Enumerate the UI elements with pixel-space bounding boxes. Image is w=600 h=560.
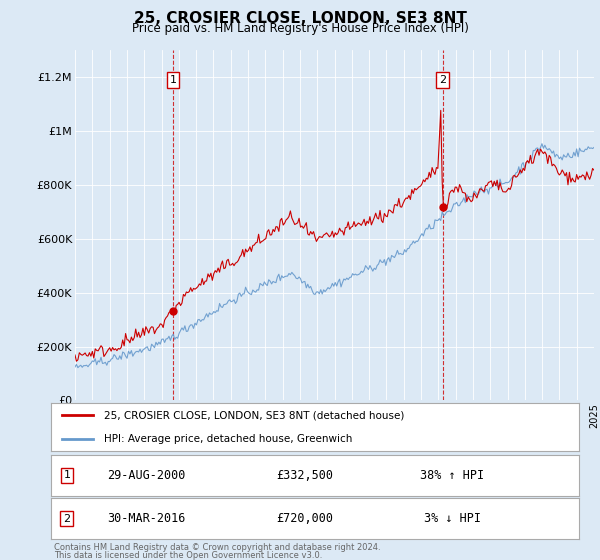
Text: HPI: Average price, detached house, Greenwich: HPI: Average price, detached house, Gree… [104, 434, 352, 444]
Text: 1: 1 [64, 470, 70, 480]
Text: 38% ↑ HPI: 38% ↑ HPI [420, 469, 484, 482]
Text: 30-MAR-2016: 30-MAR-2016 [107, 512, 185, 525]
Text: 29-AUG-2000: 29-AUG-2000 [107, 469, 185, 482]
Text: 25, CROSIER CLOSE, LONDON, SE3 8NT: 25, CROSIER CLOSE, LONDON, SE3 8NT [134, 11, 466, 26]
Text: £332,500: £332,500 [276, 469, 333, 482]
Text: 1: 1 [169, 75, 176, 85]
Text: Price paid vs. HM Land Registry's House Price Index (HPI): Price paid vs. HM Land Registry's House … [131, 22, 469, 35]
Text: 2: 2 [439, 75, 446, 85]
Text: 25, CROSIER CLOSE, LONDON, SE3 8NT (detached house): 25, CROSIER CLOSE, LONDON, SE3 8NT (deta… [104, 410, 404, 420]
Text: 2: 2 [63, 514, 70, 524]
Text: 3% ↓ HPI: 3% ↓ HPI [424, 512, 481, 525]
Text: Contains HM Land Registry data © Crown copyright and database right 2024.: Contains HM Land Registry data © Crown c… [54, 543, 380, 552]
Text: £720,000: £720,000 [276, 512, 333, 525]
Text: This data is licensed under the Open Government Licence v3.0.: This data is licensed under the Open Gov… [54, 551, 322, 560]
